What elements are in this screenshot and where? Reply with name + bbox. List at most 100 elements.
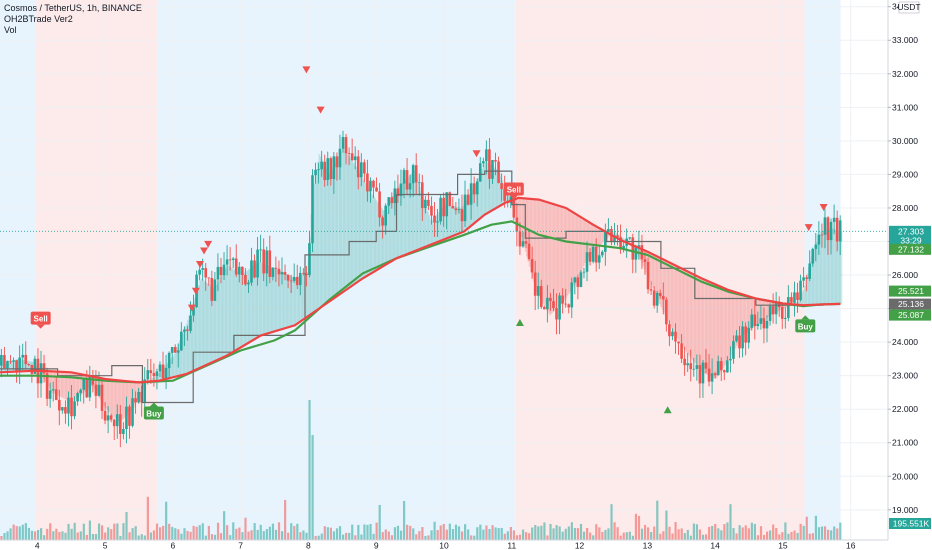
price-badge: 27.303	[889, 225, 931, 237]
candle-body	[835, 217, 839, 242]
bull-fill	[614, 231, 616, 237]
bull-fill	[416, 179, 418, 251]
candle-body	[488, 149, 491, 179]
volume-bar	[473, 535, 476, 540]
bear-fill	[585, 220, 588, 260]
volume-bar	[412, 528, 415, 540]
candle-body	[683, 358, 686, 366]
bull-fill	[324, 165, 326, 306]
volume-bar	[97, 523, 101, 540]
bull-fill	[363, 180, 366, 278]
bull-fill	[238, 273, 241, 349]
candle-body	[372, 180, 375, 188]
volume-bar	[497, 528, 500, 540]
candle-body	[619, 237, 622, 250]
bear-fill	[692, 274, 695, 362]
bull-fill	[347, 154, 349, 290]
bull-fill	[157, 373, 160, 381]
candle-body	[21, 354, 25, 358]
bull-fill	[231, 268, 234, 353]
candle-body	[192, 307, 195, 316]
price-badge-label: 27.132	[898, 244, 924, 254]
bear-fill	[42, 370, 44, 377]
bull-fill	[393, 193, 395, 261]
candle-body	[115, 414, 119, 427]
bear-fill	[545, 201, 547, 309]
candle-body	[677, 341, 680, 344]
candle-body	[826, 217, 830, 241]
bear-fill	[717, 285, 719, 376]
candle-body	[97, 384, 101, 396]
bear-fill	[587, 220, 589, 258]
candle-body	[216, 266, 220, 280]
volume-bar	[650, 531, 653, 540]
volume-bar	[390, 535, 394, 540]
volume-bar	[256, 529, 259, 540]
sell-label: Sell	[507, 186, 521, 195]
zone-sell	[515, 0, 805, 540]
bull-fill	[390, 198, 393, 262]
candle-body	[451, 205, 455, 209]
bull-fill	[275, 268, 277, 332]
bull-fill	[500, 176, 503, 206]
volume-bar	[403, 500, 406, 540]
bear-fill	[543, 201, 546, 306]
volume-bar	[439, 525, 442, 540]
candle-body	[469, 183, 473, 205]
candle-body	[323, 161, 326, 181]
volume-bar	[723, 524, 726, 540]
bear-fill	[51, 371, 54, 393]
bull-fill	[252, 265, 254, 341]
candle-body	[543, 307, 546, 310]
bull-fill	[200, 278, 203, 368]
candle-body	[161, 364, 165, 379]
currency-label: USDT	[897, 2, 920, 12]
volume-bar	[70, 528, 73, 540]
volume-bar	[750, 522, 753, 540]
bear-fill	[107, 379, 109, 412]
bull-fill	[485, 161, 488, 215]
bull-fill	[265, 264, 268, 334]
volume-bar	[607, 528, 610, 540]
bull-fill	[402, 181, 405, 256]
volume-bar	[592, 535, 595, 540]
bear-fill	[61, 371, 63, 398]
candle-body	[54, 389, 58, 400]
bull-fill	[260, 262, 263, 336]
bull-fill	[493, 167, 496, 210]
candle-body	[433, 215, 436, 223]
volume-bar	[656, 500, 659, 540]
bear-fill	[104, 378, 107, 409]
volume-bar	[406, 524, 409, 540]
bear-fill	[649, 252, 652, 282]
volume-bar	[525, 532, 528, 540]
bull-fill	[261, 263, 264, 336]
price-badge-label: 25.136	[898, 299, 924, 309]
bull-fill	[241, 274, 244, 348]
volume-bar	[27, 527, 31, 540]
bull-fill	[250, 266, 253, 342]
volume-bar	[418, 531, 421, 540]
y-tick-label: 33.000	[892, 35, 918, 45]
volume-bar	[470, 535, 473, 540]
bear-fill	[52, 371, 55, 394]
bull-fill	[805, 279, 808, 306]
volume-bar	[793, 530, 796, 540]
bear-fill	[744, 294, 747, 334]
bear-fill	[58, 371, 61, 397]
bear-fill	[732, 291, 734, 354]
bear-fill	[760, 299, 763, 322]
bull-fill	[299, 275, 302, 323]
bull-fill	[382, 210, 385, 267]
volume-bar	[116, 523, 119, 540]
bear-fill	[734, 292, 737, 349]
volume-bar	[436, 530, 439, 540]
x-tick-label: 15	[778, 541, 788, 550]
bull-fill	[371, 194, 374, 274]
candle-body	[375, 187, 378, 192]
bear-fill	[519, 197, 521, 233]
bull-fill	[220, 275, 223, 359]
volume-bar	[579, 523, 583, 540]
volume-bar	[665, 510, 668, 540]
